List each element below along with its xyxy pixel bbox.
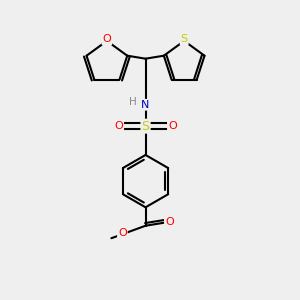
Text: O: O [114, 121, 123, 131]
Text: H: H [129, 98, 137, 107]
Text: S: S [142, 120, 149, 133]
Text: O: O [165, 217, 174, 226]
Text: N: N [141, 100, 150, 110]
Text: S: S [181, 34, 188, 44]
Text: O: O [118, 228, 127, 239]
Text: O: O [103, 34, 111, 44]
Text: O: O [168, 121, 177, 131]
